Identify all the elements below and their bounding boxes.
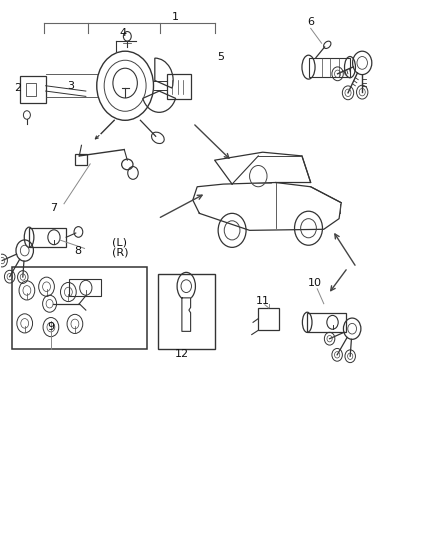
Text: 2: 2 [14,83,21,93]
Bar [25,83,36,96]
Bar [307,313,346,332]
Text: 12: 12 [175,349,189,359]
Bar [308,58,350,77]
Bar [20,76,46,103]
Bar [166,74,191,99]
Text: (R): (R) [112,247,128,257]
Text: 10: 10 [308,278,322,288]
Bar [29,228,66,247]
Text: 5: 5 [217,52,224,61]
Text: 3: 3 [67,81,74,91]
Text: 9: 9 [47,322,54,332]
Text: 1: 1 [172,12,179,22]
Text: 6: 6 [307,17,314,27]
Text: (L): (L) [112,238,127,248]
Bar [75,154,87,165]
Polygon shape [182,298,191,332]
Text: 8: 8 [74,246,81,255]
Bar [69,279,101,296]
FancyArrowPatch shape [95,135,99,139]
Text: 11: 11 [256,296,270,306]
Text: 7: 7 [50,203,57,213]
Bar [258,308,279,330]
Text: 4: 4 [120,28,127,38]
Bar [158,274,215,349]
Bar [12,266,147,349]
